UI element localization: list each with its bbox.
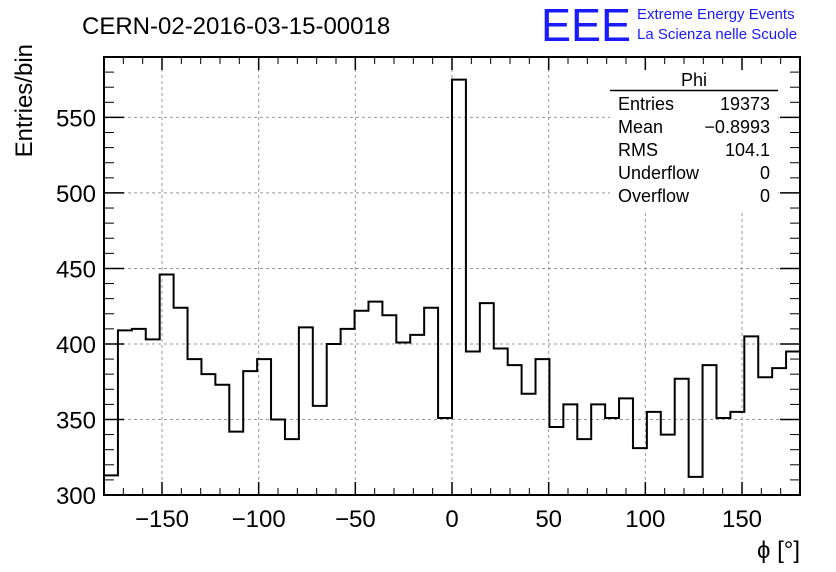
stats-value: 0	[760, 186, 770, 206]
axis-ticks	[104, 57, 800, 496]
x-tick-label: 50	[535, 506, 562, 533]
y-tick-label: 350	[56, 407, 96, 434]
x-tick-label: 100	[625, 506, 665, 533]
stats-value: 19373	[720, 94, 770, 114]
stats-title: Phi	[681, 70, 707, 90]
logo-line1: Extreme Energy Events	[637, 6, 795, 23]
histogram-line	[103, 78, 801, 495]
y-tick-labels: 300 350 400 450 500 550	[56, 105, 96, 510]
eee-logo: EEE Extreme Energy Events La Scienza nel…	[541, 0, 797, 51]
x-tick-labels: −150 −100 −50 0 50 100 150	[135, 506, 762, 533]
chart-title: CERN-02-2016-03-15-00018	[82, 13, 390, 40]
y-tick-label: 450	[56, 256, 96, 283]
y-tick-label: 500	[56, 181, 96, 208]
x-axis-label: ϕ [°]	[757, 537, 800, 564]
logo-line2: La Scienza nelle Scuole	[637, 26, 797, 43]
stats-value: 104.1	[725, 140, 770, 160]
y-tick-label: 400	[56, 332, 96, 359]
stats-box: Phi Entries 19373 Mean −0.8993 RMS 104.1 Under…	[610, 70, 778, 210]
stats-label: RMS	[618, 140, 658, 160]
x-tick-label: −50	[335, 506, 376, 533]
y-tick-label: 550	[56, 105, 96, 132]
x-tick-label: −150	[135, 506, 189, 533]
x-tick-label: 150	[722, 506, 762, 533]
stats-label: Underflow	[618, 163, 700, 183]
stats-label: Entries	[618, 94, 674, 114]
logo-mark: EEE	[541, 0, 631, 51]
x-tick-label: −100	[232, 506, 286, 533]
y-axis-label: Entries/bin	[11, 44, 38, 157]
y-tick-label: 300	[56, 483, 96, 510]
stats-value: −0.8993	[704, 117, 770, 137]
stats-label: Overflow	[618, 186, 690, 206]
x-tick-label: 0	[445, 506, 458, 533]
stats-value: 0	[760, 163, 770, 183]
stats-label: Mean	[618, 117, 663, 137]
